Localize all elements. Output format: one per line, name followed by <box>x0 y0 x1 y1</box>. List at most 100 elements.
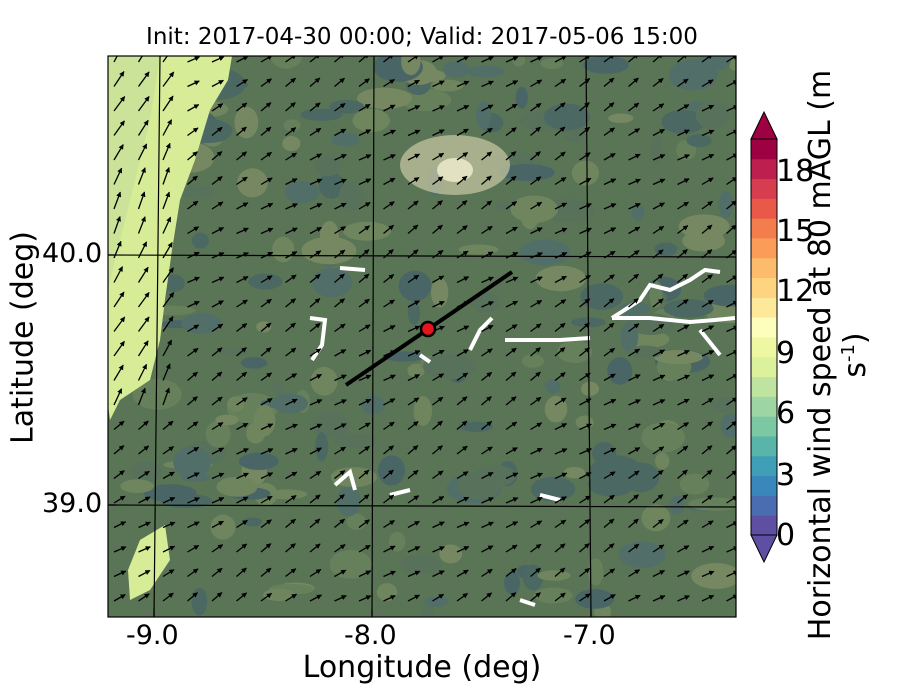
terrain-patch <box>535 265 587 292</box>
wind-arrow <box>505 251 519 259</box>
colorbar-step <box>751 317 777 338</box>
wind-arrow <box>628 494 639 504</box>
wind-arrow <box>481 446 493 455</box>
wind-arrow <box>652 103 665 112</box>
wind-arrow <box>554 423 568 431</box>
wind-arrow <box>407 350 421 357</box>
terrain-patch <box>407 363 425 378</box>
wind-arrow <box>505 324 518 333</box>
wind-arrow <box>162 387 170 406</box>
wind-arrow <box>358 201 371 210</box>
terrain-patch <box>691 562 736 589</box>
wind-arrow <box>211 175 223 186</box>
wind-arrow <box>456 104 470 112</box>
wind-arrow <box>383 78 395 88</box>
wind-arrow <box>334 399 347 406</box>
wind-arrow <box>505 200 518 210</box>
wind-arrow <box>554 543 566 553</box>
wind-arrow <box>628 543 640 553</box>
terrain-patch <box>400 88 452 112</box>
wind-arrow <box>285 203 298 210</box>
wind-arrow <box>481 301 494 308</box>
wind-arrow <box>481 200 493 210</box>
wind-arrow <box>579 177 592 186</box>
wind-arrow <box>358 249 370 259</box>
wind-arrow <box>162 339 173 357</box>
wind-arrow <box>554 567 566 577</box>
wind-arrow <box>211 56 225 63</box>
wind-arrow <box>554 347 566 357</box>
ocean-wind-region-south <box>128 525 170 600</box>
wind-arrow <box>628 323 640 333</box>
map-plot-area <box>108 56 736 617</box>
terrain-patch <box>312 412 350 439</box>
wind-arrow <box>628 102 640 112</box>
wind-arrow <box>113 191 122 210</box>
terrain-patch <box>710 398 734 413</box>
wind-arrow <box>211 126 223 137</box>
wind-arrow <box>162 56 169 63</box>
wind-arrow <box>505 300 519 308</box>
map-title: Init: 2017-04-30 00:00; Valid: 2017-05-0… <box>146 24 698 50</box>
wind-arrow <box>137 216 146 234</box>
terrain-patch <box>607 357 633 385</box>
wind-arrow <box>187 175 198 185</box>
colorbar-min-extend <box>750 534 778 564</box>
terrain-patch <box>283 119 301 132</box>
wind-arrow <box>407 546 421 553</box>
colorbar <box>750 110 778 564</box>
wind-arrow <box>358 422 371 431</box>
wind-arrow <box>432 152 445 161</box>
wind-arrow <box>407 594 421 602</box>
wind-arrow <box>628 56 639 63</box>
wind-arrow <box>701 129 715 137</box>
wind-arrow <box>236 126 247 136</box>
wind-arrow <box>726 374 736 382</box>
terrain-patch <box>641 422 685 453</box>
terrain-patch <box>439 544 463 564</box>
colorbar-tick: 18 <box>776 154 815 189</box>
wind-arrow <box>358 469 370 479</box>
wind-arrow <box>236 472 249 480</box>
colorbar-step <box>751 238 777 259</box>
wind-arrow <box>137 56 144 63</box>
wind-arrow <box>309 226 322 235</box>
wind-arrow <box>309 470 322 480</box>
terrain-patch <box>220 347 247 357</box>
wind-arrow <box>236 448 249 455</box>
wind-arrow <box>652 154 666 161</box>
terrain-patch <box>315 432 329 462</box>
wind-arrow <box>334 128 347 137</box>
wind-arrow <box>456 276 470 284</box>
colorbar-max-extend <box>750 110 778 140</box>
wind-arrow <box>554 472 568 480</box>
wind-arrow <box>334 569 347 578</box>
terrain-patch <box>338 180 365 212</box>
wind-arrow <box>677 595 690 602</box>
wind-arrow <box>187 80 200 88</box>
terrain-patch <box>256 321 272 333</box>
wind-arrow <box>456 175 468 186</box>
colorbar-step <box>751 416 777 437</box>
wind-arrow <box>603 274 615 284</box>
wind-arrow <box>481 175 492 185</box>
wind-arrow <box>236 78 248 88</box>
colorbar-step <box>751 356 777 378</box>
wind-arrow <box>432 396 444 406</box>
graticule <box>108 56 736 617</box>
wind-arrow <box>628 423 641 431</box>
wind-arrow <box>285 447 298 455</box>
site-marker <box>419 320 437 338</box>
wind-arrow <box>407 153 421 161</box>
wind-arrow <box>383 374 396 382</box>
wind-arrow <box>481 521 494 529</box>
wind-arrow <box>628 178 641 186</box>
wind-arrow <box>505 421 518 431</box>
wind-arrow <box>432 275 445 284</box>
wind-arrow <box>187 200 199 210</box>
colorbar-step <box>751 257 777 279</box>
wind-arrow <box>603 373 616 382</box>
terrain-patch <box>378 455 405 486</box>
wind-arrow <box>260 78 272 88</box>
wind-arrow <box>407 176 420 186</box>
